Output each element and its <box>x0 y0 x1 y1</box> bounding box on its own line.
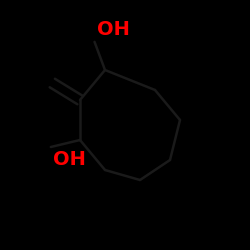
Text: OH: OH <box>97 20 130 40</box>
Text: OH: OH <box>53 150 86 169</box>
